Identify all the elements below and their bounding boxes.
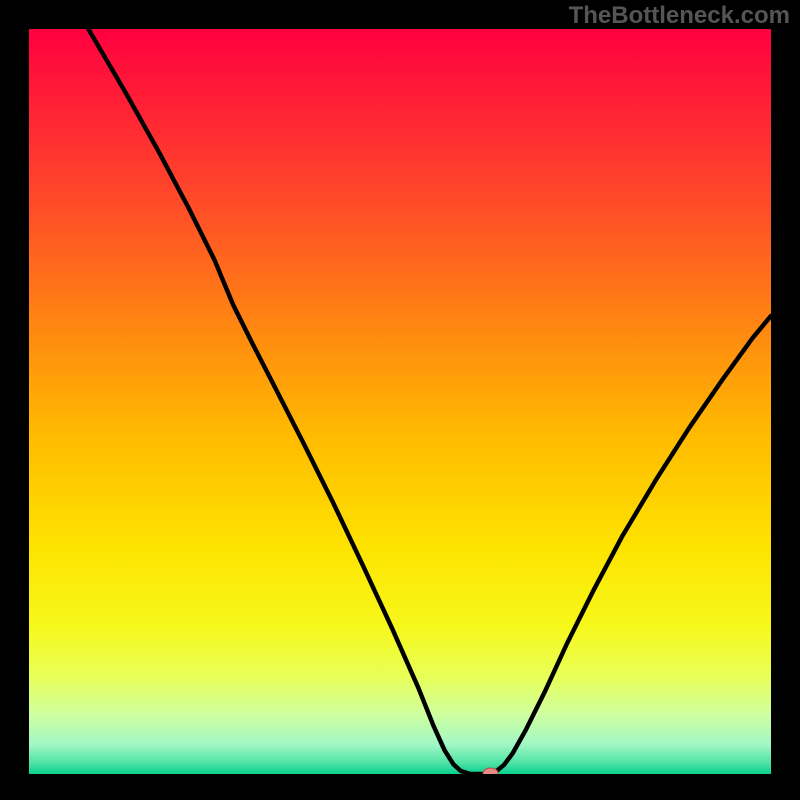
plot-area — [29, 29, 771, 774]
optimum-marker — [483, 768, 498, 774]
chart-frame: TheBottleneck.com — [0, 0, 800, 800]
watermark-text: TheBottleneck.com — [569, 2, 790, 30]
chart-svg — [29, 29, 771, 774]
gradient-background — [29, 29, 771, 774]
